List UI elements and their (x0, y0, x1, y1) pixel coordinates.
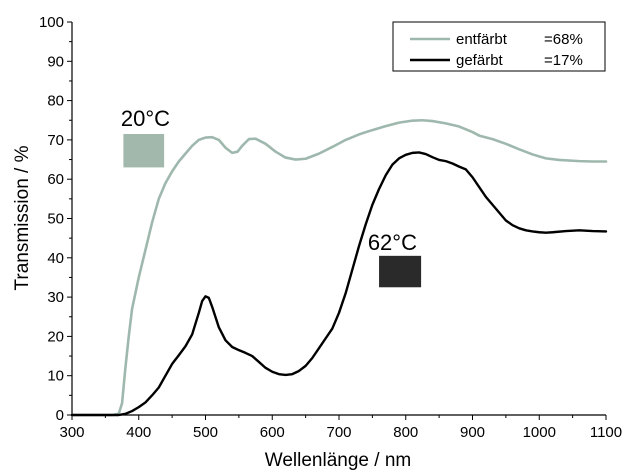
series-line-entfaerbt (70, 118, 608, 417)
color-swatch-62-c (379, 255, 422, 288)
x-tick-label-300: 300 (59, 424, 84, 441)
color-swatch-20-c (123, 134, 165, 168)
x-tick-label-800: 800 (393, 424, 418, 441)
x-tick-label-600: 600 (260, 424, 285, 441)
series-line-gefaerbt (70, 151, 608, 417)
legend-value-gefaerbt: =17% (544, 52, 583, 69)
y-tick-label-10: 10 (47, 368, 64, 385)
x-tick-label-1000: 1000 (523, 424, 556, 441)
y-tick-label-60: 60 (47, 171, 64, 188)
x-tick-label-400: 400 (126, 424, 151, 441)
plot-content: 300 400 500 600 700 800 900 1000 1100 0 10 20 30 40 50… (39, 14, 622, 441)
legend-label-entfaerbt: entfärbt (456, 31, 508, 48)
y-tick-label-80: 80 (47, 93, 64, 110)
y-axis-label: Transmission / % (12, 145, 33, 290)
y-tick-label-70: 70 (47, 132, 64, 149)
y-tick-label-40: 40 (47, 250, 64, 267)
annotation-20-c: 20°C (121, 106, 170, 131)
annotation-62-c: 62°C (368, 230, 417, 255)
y-tick-label-20: 20 (47, 328, 64, 345)
legend-label-gefaerbt: gefärbt (456, 52, 504, 69)
x-tick-label-500: 500 (193, 424, 218, 441)
y-tick-label-30: 30 (47, 289, 64, 306)
y-tick-label-100: 100 (39, 14, 64, 31)
legend: entfärbt =68% gefärbt =17% (392, 21, 606, 72)
legend-box (392, 21, 606, 72)
legend-value-entfaerbt: =68% (544, 31, 583, 48)
x-tick-label-700: 700 (326, 424, 351, 441)
y-tick-label-50: 50 (47, 211, 64, 228)
x-tick-label-1100: 1100 (590, 424, 622, 441)
y-tick-label-90: 90 (47, 53, 64, 70)
x-axis-label: Wellenlänge / nm (265, 450, 411, 471)
x-tick-label-900: 900 (460, 424, 485, 441)
y-tick-label-0: 0 (56, 407, 64, 424)
